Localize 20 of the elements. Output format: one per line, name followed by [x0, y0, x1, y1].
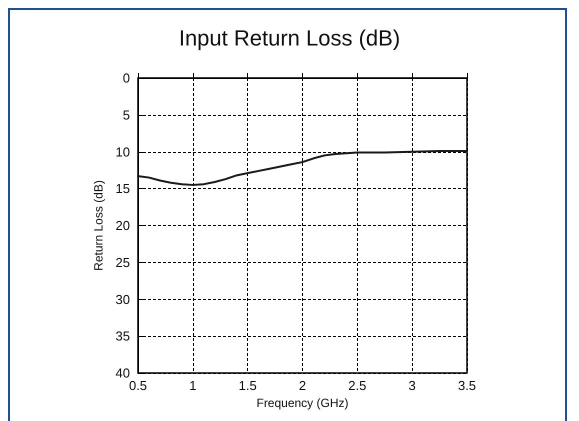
y-tick-label: 0: [122, 70, 130, 86]
chart-title: Input Return Loss (dB): [178, 26, 400, 50]
x-tick-label: 2: [298, 378, 306, 393]
y-tick-label: 10: [116, 144, 130, 160]
x-tick-label: 1: [189, 378, 196, 393]
x-tick-label: 3.5: [458, 378, 476, 393]
y-tick-label: 20: [116, 218, 130, 233]
x-tick-label: 2.5: [348, 378, 366, 393]
line-series: [137, 150, 468, 186]
y-tick-label: 30: [116, 292, 130, 307]
y-tick-label: 5: [122, 107, 130, 122]
x-tick-label: 0.5: [128, 378, 148, 393]
y-tick-label: 25: [116, 254, 130, 270]
x-tick-label: 3: [408, 378, 416, 393]
y-tick-label: 15: [116, 181, 130, 196]
y-tick-label: 40: [116, 366, 130, 380]
x-tick-label: 1.5: [238, 378, 257, 393]
y-tick-label: 35: [116, 328, 130, 344]
x-axis-title: Frequency (GHz): [256, 396, 349, 410]
y-axis-title: Return Loss (dB): [92, 180, 106, 271]
